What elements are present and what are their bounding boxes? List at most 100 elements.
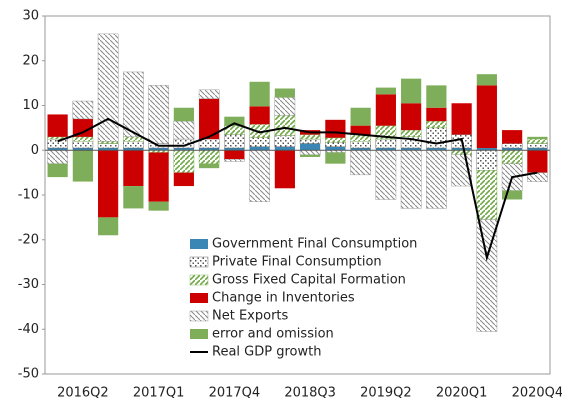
bar-segment (224, 158, 245, 162)
bar-segment (375, 148, 396, 151)
bar-segment (375, 94, 396, 126)
bar-segment (350, 150, 371, 176)
bar-segment (426, 107, 447, 122)
bar-segment (400, 129, 422, 138)
bar-segment (501, 143, 523, 149)
bar-segment (72, 141, 94, 149)
bar-segment (123, 136, 144, 142)
bar-segment (47, 114, 68, 137)
bar-segment (173, 148, 194, 151)
bar-segment (300, 154, 321, 157)
bar-segment (299, 134, 321, 140)
bar-segment (47, 148, 68, 151)
bar-segment (97, 141, 119, 144)
bar-segment (274, 97, 296, 116)
bar-segment (249, 150, 270, 202)
legend-label: Government Final Consumption (212, 237, 417, 252)
y-tick-label: 10 (22, 98, 39, 113)
bar-segment (72, 136, 94, 142)
bar-segment (451, 148, 472, 151)
bar-segment (98, 217, 119, 236)
legend-label: Real GDP growth (212, 345, 321, 360)
x-tick-label: 2017Q1 (133, 386, 185, 401)
bar-segment (476, 148, 497, 151)
bar-segment (224, 134, 245, 149)
bar-segment (274, 135, 296, 147)
bar-segment (72, 100, 94, 120)
bar-segment (72, 118, 93, 137)
bar-segment (325, 152, 346, 164)
bar-segment (123, 141, 144, 149)
legend-swatch (190, 293, 208, 303)
bar-segment (299, 150, 321, 155)
x-tick-label: 2020Q4 (512, 386, 562, 401)
bar-segment (300, 143, 321, 151)
bar-segment (148, 85, 169, 144)
bar-segment (476, 170, 498, 220)
bar-segment (249, 137, 270, 147)
bar-segment (527, 143, 548, 149)
bar-segment (198, 150, 220, 164)
bar-segment (123, 148, 144, 151)
bar-segment (123, 150, 144, 187)
bar-segment (476, 219, 498, 332)
bar-segment (325, 119, 346, 138)
x-tick-label: 2018Q3 (284, 386, 336, 401)
bar-segment (401, 148, 422, 151)
bar-segment (123, 71, 144, 138)
bar-segment (426, 85, 447, 108)
legend-swatch (189, 256, 209, 268)
bar-segment (274, 115, 296, 136)
bar-segment (375, 150, 397, 200)
x-tick-label: 2020Q1 (436, 386, 488, 401)
bar-segment (426, 127, 447, 149)
bar-segment (72, 150, 93, 182)
bar-segment (224, 148, 245, 151)
bar-segment (375, 87, 396, 95)
y-tick-label: -10 (18, 188, 39, 203)
bar-segment (325, 137, 346, 143)
bar-segment (451, 103, 472, 135)
bar-segment (199, 148, 220, 151)
bar-segment (47, 163, 68, 178)
y-tick-label: 20 (22, 53, 39, 68)
bar-segment (198, 89, 220, 99)
bar-segment (97, 143, 119, 149)
legend-swatch (190, 329, 208, 339)
legend-label: Net Exports (212, 309, 289, 324)
bar-segment (274, 146, 295, 151)
legend-swatch (190, 239, 208, 249)
bar-segment (249, 81, 270, 107)
bar-segment (72, 148, 93, 151)
bar-segment (451, 150, 472, 155)
bar-segment (274, 88, 295, 98)
bar-segment (274, 150, 295, 189)
bar-segment (527, 138, 548, 144)
legend-swatch (189, 274, 209, 286)
bar-segment (426, 120, 447, 129)
x-tick-label: 2017Q4 (209, 386, 261, 401)
bar-segment (502, 190, 523, 200)
bar-segment (199, 98, 220, 140)
legend-swatch (189, 310, 209, 322)
bar-segment (148, 201, 169, 211)
y-tick-label: -20 (18, 232, 39, 247)
bar-segment (426, 148, 447, 151)
legend-label: Gross Fixed Capital Formation (212, 273, 406, 288)
bar-segment (249, 146, 270, 151)
bar-segment (502, 148, 523, 151)
bar-segment (527, 150, 548, 173)
bar-segment (148, 152, 169, 202)
bar-segment (325, 146, 346, 151)
bar-segment (98, 150, 119, 218)
bar-segment (502, 130, 523, 144)
bar-segment (350, 107, 371, 126)
bar-segment (173, 150, 195, 173)
y-tick-label: -30 (18, 277, 39, 292)
y-tick-label: 0 (31, 143, 39, 158)
bar-segment (527, 136, 548, 140)
bar-segment (401, 78, 422, 104)
legend-label: Change in Inventories (212, 291, 355, 306)
bar-segment (198, 138, 220, 149)
bar-segment (426, 150, 447, 209)
